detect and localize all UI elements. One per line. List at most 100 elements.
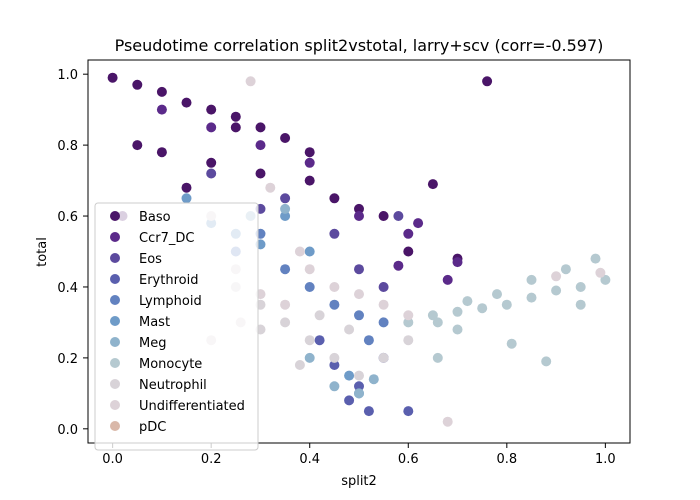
legend-marker (110, 337, 120, 347)
data-point (368, 374, 379, 385)
data-point (575, 299, 586, 310)
data-point (506, 338, 517, 349)
legend-marker (110, 379, 120, 389)
data-point (304, 352, 315, 363)
y-tick-label: 0.4 (57, 281, 78, 296)
data-point (304, 157, 315, 168)
data-point (393, 211, 404, 221)
data-point (354, 388, 364, 399)
data-point (156, 86, 167, 97)
legend-marker (110, 211, 120, 221)
legend-label: Undifferentiated (139, 399, 245, 414)
points-layer (107, 72, 611, 427)
data-point (132, 79, 143, 90)
data-point (378, 211, 389, 221)
data-point (590, 253, 601, 264)
data-point (280, 211, 291, 221)
data-point (462, 296, 473, 307)
data-point (255, 168, 266, 179)
data-point (255, 140, 266, 151)
data-point (206, 122, 217, 133)
data-point (378, 282, 389, 292)
data-point (230, 122, 241, 133)
data-point (403, 335, 414, 346)
data-point (452, 324, 463, 335)
data-point (452, 257, 463, 268)
y-axis-label: total (35, 237, 50, 267)
data-point (206, 157, 217, 168)
data-point (280, 299, 291, 310)
data-point (304, 175, 315, 186)
data-point (294, 360, 305, 370)
y-tick-label: 0.6 (57, 210, 78, 225)
legend-marker (110, 358, 120, 368)
data-point (354, 203, 364, 214)
data-point (304, 282, 315, 292)
legend-label: Eos (139, 252, 162, 267)
data-point (575, 282, 586, 292)
data-point (265, 182, 276, 193)
data-point (304, 264, 315, 275)
data-point (354, 289, 364, 300)
data-point (354, 264, 364, 275)
x-axis-label: split2 (341, 474, 377, 489)
data-point (304, 246, 315, 257)
data-point (344, 395, 355, 406)
legend-marker (110, 274, 120, 284)
x-tick-label: 1.0 (595, 452, 616, 467)
data-point (206, 104, 217, 115)
data-point (363, 335, 374, 346)
data-point (329, 193, 340, 204)
data-point (156, 147, 167, 158)
data-point (294, 246, 305, 257)
data-point (551, 285, 562, 296)
data-point (595, 267, 606, 278)
data-point (304, 335, 315, 346)
data-point (477, 303, 488, 314)
data-point (378, 352, 389, 363)
y-tick-label: 1.0 (57, 68, 78, 83)
data-point (132, 140, 143, 151)
data-point (378, 299, 389, 310)
data-point (354, 310, 364, 321)
data-point (442, 274, 453, 285)
data-point (551, 271, 562, 282)
x-tick-label: 0.2 (201, 452, 222, 467)
data-point (280, 193, 291, 204)
data-point (482, 76, 493, 87)
legend-label: pDC (139, 420, 166, 435)
data-point (329, 352, 340, 363)
data-point (314, 335, 325, 346)
chart-title: Pseudotime correlation split2vstotal, la… (115, 36, 604, 55)
legend-box (94, 202, 259, 451)
x-tick-label: 0.6 (398, 452, 419, 467)
legend-marker (110, 232, 120, 242)
legend-marker (110, 421, 120, 431)
data-point (600, 274, 611, 285)
data-point (432, 317, 443, 328)
data-point (354, 370, 364, 381)
data-point (245, 76, 256, 87)
data-point (255, 122, 266, 133)
legend-label: Neutrophil (139, 378, 207, 393)
legend-marker (110, 253, 120, 263)
legend-label: Baso (139, 210, 171, 225)
data-point (280, 133, 291, 143)
x-tick-label: 0.8 (496, 452, 517, 467)
data-point (442, 416, 453, 427)
data-point (526, 274, 537, 285)
data-point (344, 370, 355, 381)
data-point (230, 111, 241, 122)
data-point (107, 72, 118, 83)
y-axis: 0.0 0.2 0.4 0.6 0.8 1.0 (57, 68, 88, 438)
data-point (560, 264, 571, 275)
data-point (156, 104, 167, 115)
data-point (344, 324, 355, 335)
data-point (206, 168, 217, 179)
legend-marker (110, 295, 120, 305)
data-point (403, 310, 414, 321)
legend: Baso Ccr7_DC Eos Erythroid Lymphoid Mast Meg Mo… (94, 202, 259, 451)
data-point (280, 203, 291, 214)
data-point (329, 381, 340, 392)
data-point (501, 299, 512, 310)
